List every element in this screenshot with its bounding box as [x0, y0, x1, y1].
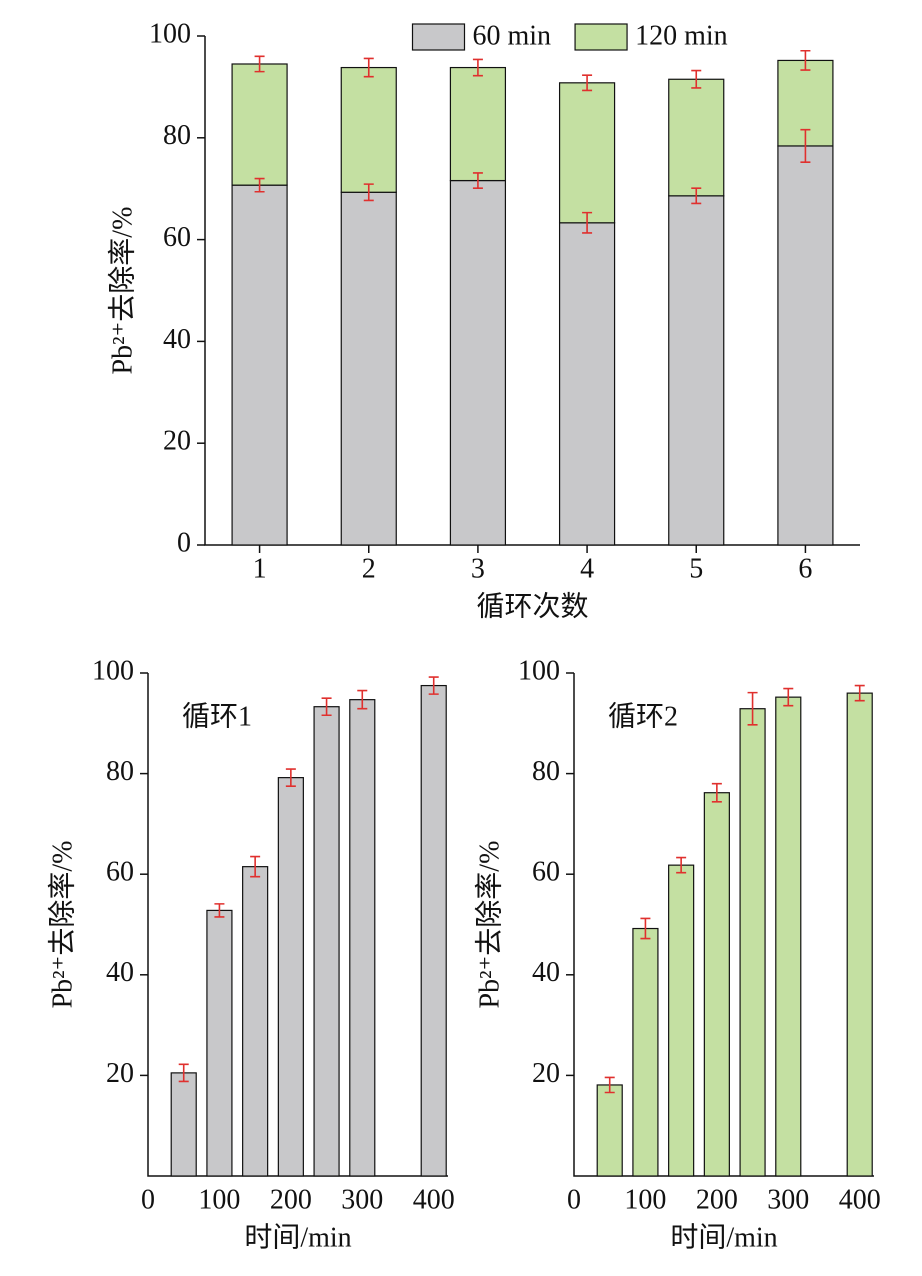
error-bar: [783, 687, 794, 707]
error-bar: [363, 57, 374, 78]
y-axis-label: Pb²⁺去除率/%: [473, 841, 505, 1009]
error-bar: [854, 684, 865, 702]
error-bar: [363, 183, 374, 202]
bar: [420, 684, 447, 1177]
bar: [170, 1072, 197, 1177]
x-axis-label: 时间/min: [670, 1221, 777, 1253]
error-bar: [691, 187, 702, 205]
bar: [596, 1084, 623, 1177]
legend-swatch: [411, 23, 466, 51]
y-tick-label: 80: [532, 756, 560, 787]
x-tick-label: 6: [798, 553, 812, 584]
x-tick-label: 3: [471, 553, 485, 584]
error-bar: [357, 689, 368, 710]
x-tick-label: 400: [839, 1184, 881, 1215]
axes: [573, 673, 874, 1177]
y-tick-label: 20: [532, 1058, 560, 1089]
error-bar: [691, 69, 702, 89]
y-tick-label: 20: [163, 426, 191, 457]
x-axis-label: 时间/min: [244, 1221, 351, 1253]
bar: [277, 777, 304, 1177]
error-bar: [747, 691, 758, 726]
x-tick-label: 100: [198, 1184, 240, 1215]
error-bar: [582, 74, 593, 92]
error-bar: [472, 172, 483, 189]
error-bar: [800, 49, 811, 71]
x-tick-label: 0: [567, 1184, 581, 1215]
bar-segment: [558, 222, 616, 546]
y-tick-label: 40: [163, 324, 191, 355]
y-tick-label: 60: [532, 857, 560, 888]
x-tick-label: 300: [341, 1184, 383, 1215]
error-bar: [800, 128, 811, 164]
legend-swatch: [574, 23, 628, 51]
error-bar: [285, 768, 296, 787]
error-bar: [604, 1076, 615, 1094]
y-tick-label: 80: [163, 120, 191, 151]
bar-segment: [340, 191, 397, 546]
bar: [775, 696, 802, 1177]
x-tick-label: 4: [580, 553, 594, 584]
x-tick-label: 400: [413, 1184, 455, 1215]
y-tick-label: 100: [92, 655, 134, 686]
y-axis-label: Pb²⁺去除率/%: [46, 841, 78, 1009]
x-tick-label: 200: [696, 1184, 738, 1215]
y-tick-label: 40: [106, 957, 134, 988]
y-axis-label: Pb²⁺去除率/%: [106, 207, 138, 375]
bar: [632, 927, 659, 1177]
bar: [206, 909, 233, 1177]
error-bar: [254, 55, 265, 73]
error-bar: [250, 855, 261, 878]
x-tick-label: 100: [624, 1184, 666, 1215]
x-tick-label: 5: [689, 553, 703, 584]
legend-label: 60 min: [473, 20, 552, 51]
y-tick-label: 20: [106, 1058, 134, 1089]
y-tick-label: 80: [106, 756, 134, 787]
error-bar: [640, 917, 651, 940]
error-bar: [254, 177, 265, 193]
y-tick-label: 60: [106, 857, 134, 888]
y-tick-label: 100: [149, 18, 191, 49]
bar: [846, 692, 873, 1177]
bar-segment: [558, 82, 616, 224]
bar-segment: [668, 78, 725, 197]
bar-segment: [668, 195, 725, 546]
y-tick-label: 100: [518, 655, 560, 686]
legend-label: 120 min: [635, 20, 728, 51]
x-tick-label: 300: [767, 1184, 809, 1215]
y-tick-label: 60: [163, 222, 191, 253]
error-bar: [472, 58, 483, 77]
annotation: 循环2: [608, 700, 678, 732]
bar: [703, 792, 730, 1177]
bar: [349, 699, 376, 1177]
bar: [739, 708, 766, 1177]
y-tick-label: 0: [177, 527, 191, 558]
bar-segment: [340, 66, 397, 193]
bar: [242, 866, 269, 1177]
x-tick-label: 200: [270, 1184, 312, 1215]
bar: [668, 864, 695, 1177]
bar-segment: [449, 179, 507, 546]
bar-segment: [231, 63, 288, 186]
y-tick-label: 40: [532, 957, 560, 988]
error-bar: [178, 1063, 189, 1083]
error-bar: [321, 697, 332, 717]
x-tick-label: 2: [362, 553, 376, 584]
annotation: 循环1: [182, 700, 252, 732]
x-tick-label: 1: [253, 553, 267, 584]
x-axis-label: 循环次数: [476, 590, 588, 622]
bar: [313, 706, 340, 1177]
error-bar: [214, 903, 225, 918]
bar-segment: [231, 184, 288, 546]
error-bar: [428, 676, 439, 695]
bar-segment: [777, 145, 834, 546]
error-bar: [676, 856, 687, 874]
axes: [204, 36, 860, 546]
x-tick-label: 0: [141, 1184, 155, 1215]
axes: [147, 673, 448, 1177]
error-bar: [711, 782, 722, 803]
error-bar: [582, 211, 593, 234]
bar-segment: [449, 66, 507, 182]
